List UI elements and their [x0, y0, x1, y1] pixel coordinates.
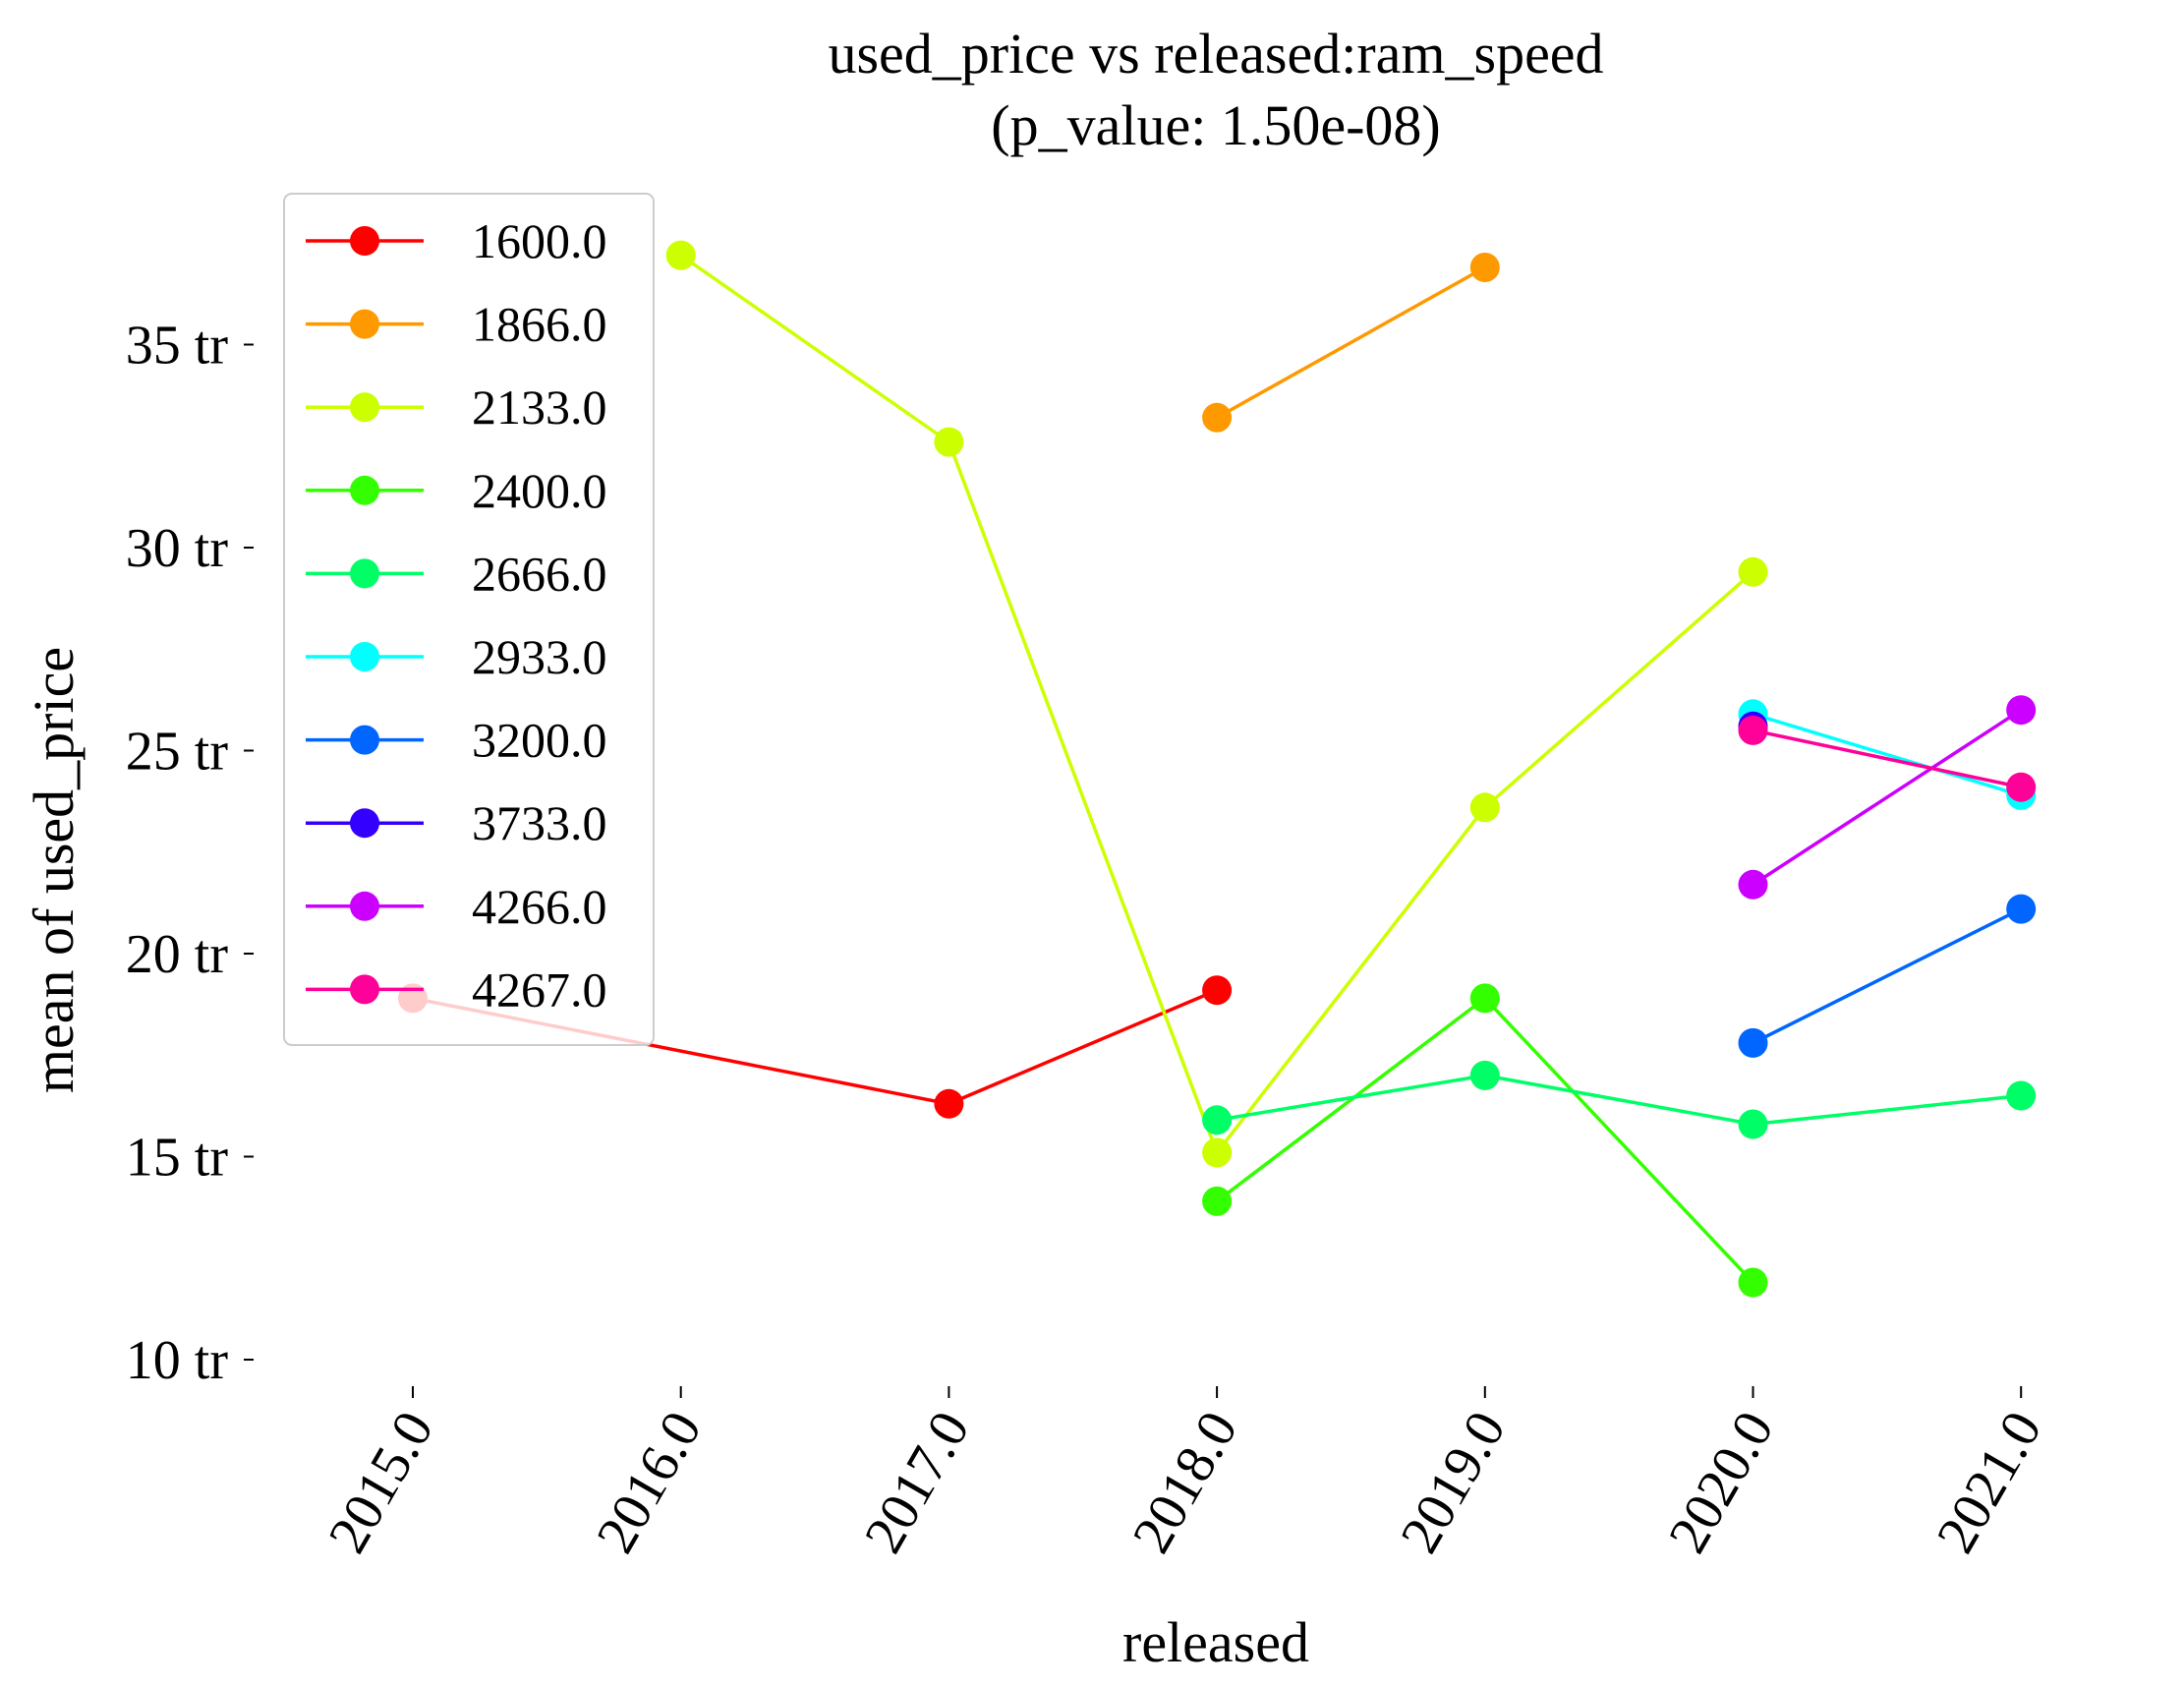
legend-marker: [350, 226, 379, 256]
series-4267.0: [1738, 715, 2037, 802]
legend-marker: [350, 725, 379, 755]
data-point: [1202, 1186, 1233, 1216]
legend-item: 4266.0: [306, 879, 607, 934]
legend-label: 4267.0: [472, 961, 607, 1017]
data-point: [1738, 1027, 1768, 1058]
legend-item: 2933.0: [306, 629, 607, 684]
data-point: [2006, 772, 2037, 802]
x-axis: 2015.0 2016.0 2017.0 2018.0 2019.0 2020.0 2021…: [317, 1386, 2054, 1563]
x-tick-label: 2021.0: [1925, 1402, 2054, 1563]
legend-item: 2133.0: [306, 379, 607, 435]
x-tick-label: 2017.0: [853, 1402, 982, 1563]
data-point: [1202, 1137, 1233, 1168]
series-2133.0: [665, 240, 1768, 1168]
data-point: [934, 1088, 964, 1119]
legend-marker: [350, 475, 379, 505]
legend-marker: [350, 974, 379, 1005]
legend-item: 2400.0: [306, 463, 607, 518]
series-line: [1752, 907, 2022, 1045]
legend-item: 1600.0: [306, 213, 607, 268]
legend-label: 2400.0: [472, 463, 607, 518]
data-point: [665, 240, 696, 270]
data-point: [2006, 695, 2037, 726]
legend-label: 2133.0: [472, 379, 607, 435]
series-line: [1753, 728, 2022, 789]
data-point: [1469, 253, 1500, 282]
data-point: [1469, 983, 1500, 1014]
series-2666.0: [1202, 1060, 2037, 1139]
series-line: [1752, 708, 2023, 887]
series-line: [1216, 265, 1486, 420]
y-axis-label: mean of used_price: [22, 647, 86, 1093]
data-point: [2006, 1080, 2037, 1111]
series-line: [1752, 712, 2022, 797]
series-line: [1216, 996, 1754, 1284]
x-tick-label: 2015.0: [317, 1402, 446, 1563]
legend-marker: [350, 392, 379, 423]
data-point: [1469, 1060, 1500, 1090]
data-point: [934, 427, 964, 457]
series-4266.0: [1738, 695, 2037, 900]
x-axis-label: released: [1122, 1610, 1309, 1674]
legend-label: 4266.0: [472, 879, 607, 934]
data-point: [1202, 402, 1233, 433]
data-point: [1738, 556, 1768, 587]
data-point: [1738, 869, 1768, 900]
series-1866.0: [1202, 253, 1500, 433]
legend-label: 2666.0: [472, 546, 607, 601]
series-3200.0: [1738, 894, 2037, 1058]
legend-marker: [350, 558, 379, 589]
data-point: [1738, 715, 1768, 745]
legend-marker: [350, 309, 379, 339]
y-tick-label: 30 tr: [126, 518, 229, 579]
legend-item: 1866.0: [306, 297, 607, 352]
y-tick-label: 20 tr: [126, 924, 229, 985]
series-line: [679, 254, 1754, 1156]
legend-label: 1866.0: [472, 297, 607, 352]
plot-series: [398, 240, 2037, 1298]
data-point: [1202, 1105, 1233, 1135]
data-point: [1738, 1109, 1768, 1139]
y-tick-label: 10 tr: [126, 1330, 229, 1391]
legend-marker: [350, 642, 379, 671]
y-tick-label: 25 tr: [126, 722, 229, 783]
series-line: [1216, 1074, 2022, 1127]
chart-title: used_price vs released:ram_speed: [828, 22, 1603, 86]
data-point: [1469, 792, 1500, 823]
legend-label: 2933.0: [472, 629, 607, 684]
series-2400.0: [1202, 983, 1768, 1298]
x-tick-label: 2019.0: [1389, 1402, 1518, 1563]
y-axis: 10 tr 15 tr 20 tr 25 tr 30 tr 35 tr: [126, 316, 254, 1391]
data-point: [1738, 1267, 1768, 1298]
legend-label: 1600.0: [472, 213, 607, 268]
y-tick-label: 15 tr: [126, 1128, 229, 1189]
legend-item: 3733.0: [306, 795, 607, 850]
data-point: [2006, 894, 2037, 924]
y-tick-label: 35 tr: [126, 316, 229, 377]
series-2933.0: [1738, 699, 2037, 810]
data-point: [1202, 975, 1233, 1006]
legend-item: 3200.0: [306, 713, 607, 768]
x-tick-label: 2016.0: [585, 1402, 714, 1563]
legend-item: 2666.0: [306, 546, 607, 601]
legend-marker: [350, 808, 379, 839]
legend-item: 4267.0: [306, 961, 607, 1017]
legend: 1600.0 1866.0 2133.0 2400.0 2666.0 2933.0 3200…: [283, 193, 655, 1046]
chart-subtitle: (p_value: 1.50e-08): [991, 93, 1440, 157]
x-tick-label: 2020.0: [1657, 1402, 1786, 1563]
x-tick-label: 2018.0: [1121, 1402, 1250, 1563]
legend-label: 3200.0: [472, 713, 607, 768]
legend-marker: [350, 891, 379, 921]
legend-label: 3733.0: [472, 795, 607, 850]
